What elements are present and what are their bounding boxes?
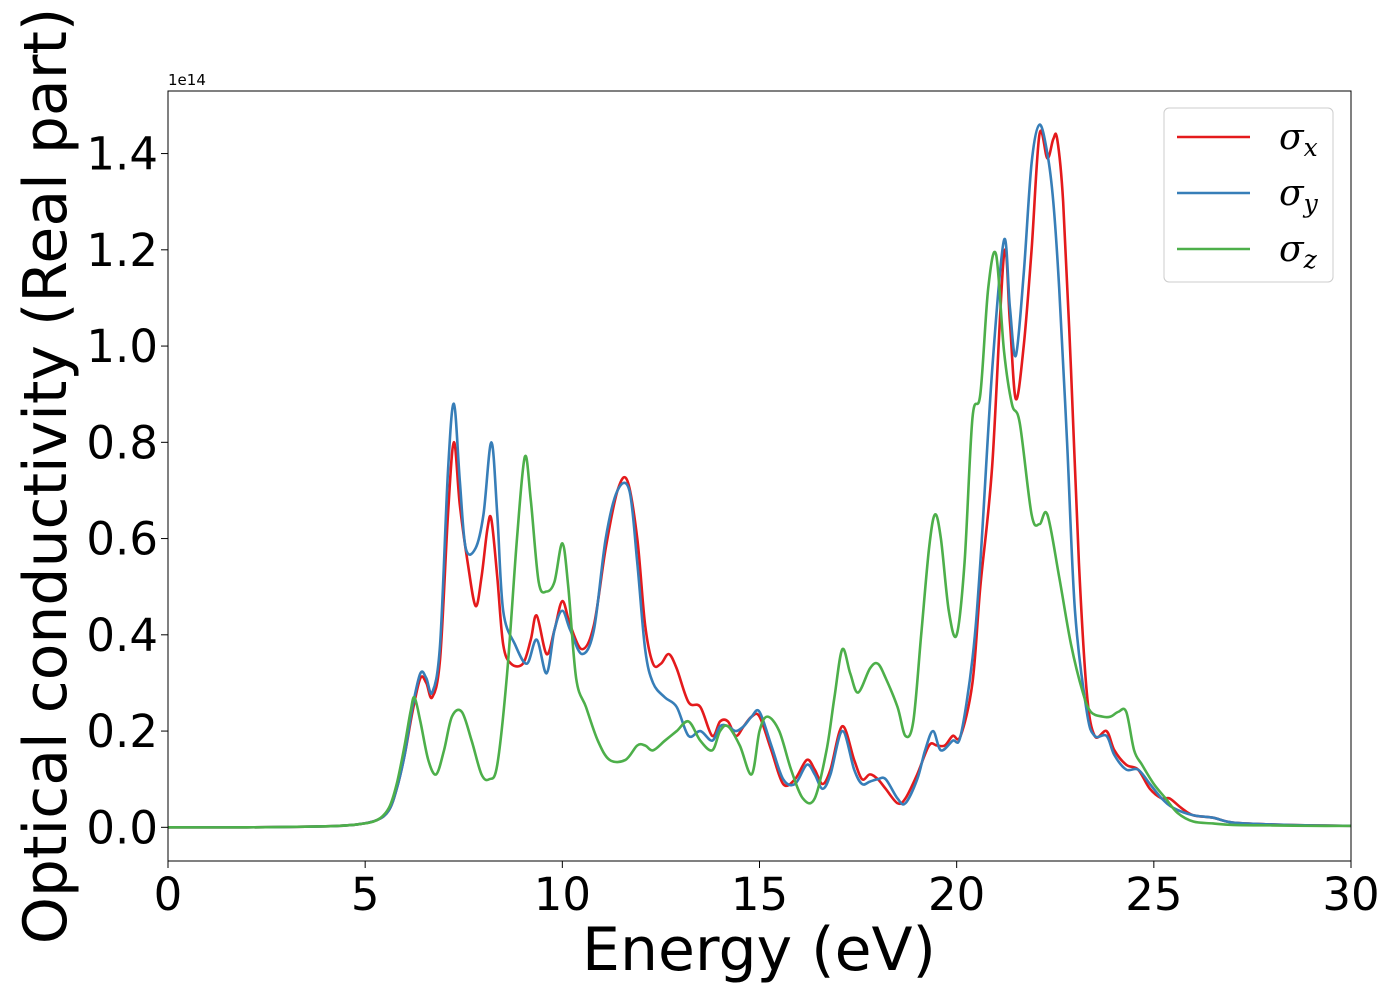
series-line-x (168, 129, 1351, 829)
y-tick-label: 1.4 (86, 128, 158, 181)
series-line-y (168, 123, 1351, 829)
legend-label-y: σy (1279, 173, 1319, 218)
x-tick-label: 15 (731, 868, 788, 921)
y-tick-label: 0.6 (86, 513, 158, 566)
ticks-layer: 0 5 10 15 20 25 30 0.0 0.2 0.4 0.6 0.8 1.0 1.2 1.4 (86, 128, 1379, 921)
x-tick-label: 25 (1125, 868, 1182, 921)
legend-box (1163, 107, 1334, 283)
y-axis-label: Optical conductivity (Real part) (11, 8, 81, 945)
x-tick-label: 0 (154, 868, 183, 921)
y-tick-label: 1.2 (86, 224, 158, 277)
legend-label-z: σz (1279, 229, 1318, 274)
series-layer (168, 123, 1351, 829)
y-tick-label: 0.4 (86, 609, 158, 662)
x-tick-label: 10 (534, 868, 591, 921)
x-tick-label: 30 (1322, 868, 1379, 921)
y-offset-text: 1e14 (168, 71, 206, 89)
y-tick-label: 0.8 (86, 416, 158, 469)
x-tick-label: 20 (928, 868, 985, 921)
y-tick-label: 0.2 (86, 705, 158, 758)
series-line-z (168, 250, 1351, 829)
y-tick-label: 0.0 (86, 801, 158, 854)
x-axis-label: Energy (eV) (582, 915, 936, 985)
x-tick-label: 5 (351, 868, 380, 921)
legend-label-x: σx (1279, 117, 1318, 162)
y-tick-label: 1.0 (86, 320, 158, 373)
legend: σx σy σz (1163, 107, 1334, 283)
